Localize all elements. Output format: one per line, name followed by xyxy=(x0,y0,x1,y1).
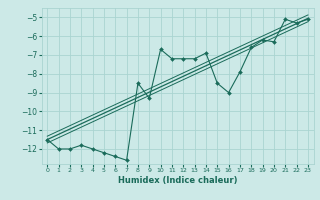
X-axis label: Humidex (Indice chaleur): Humidex (Indice chaleur) xyxy=(118,176,237,185)
